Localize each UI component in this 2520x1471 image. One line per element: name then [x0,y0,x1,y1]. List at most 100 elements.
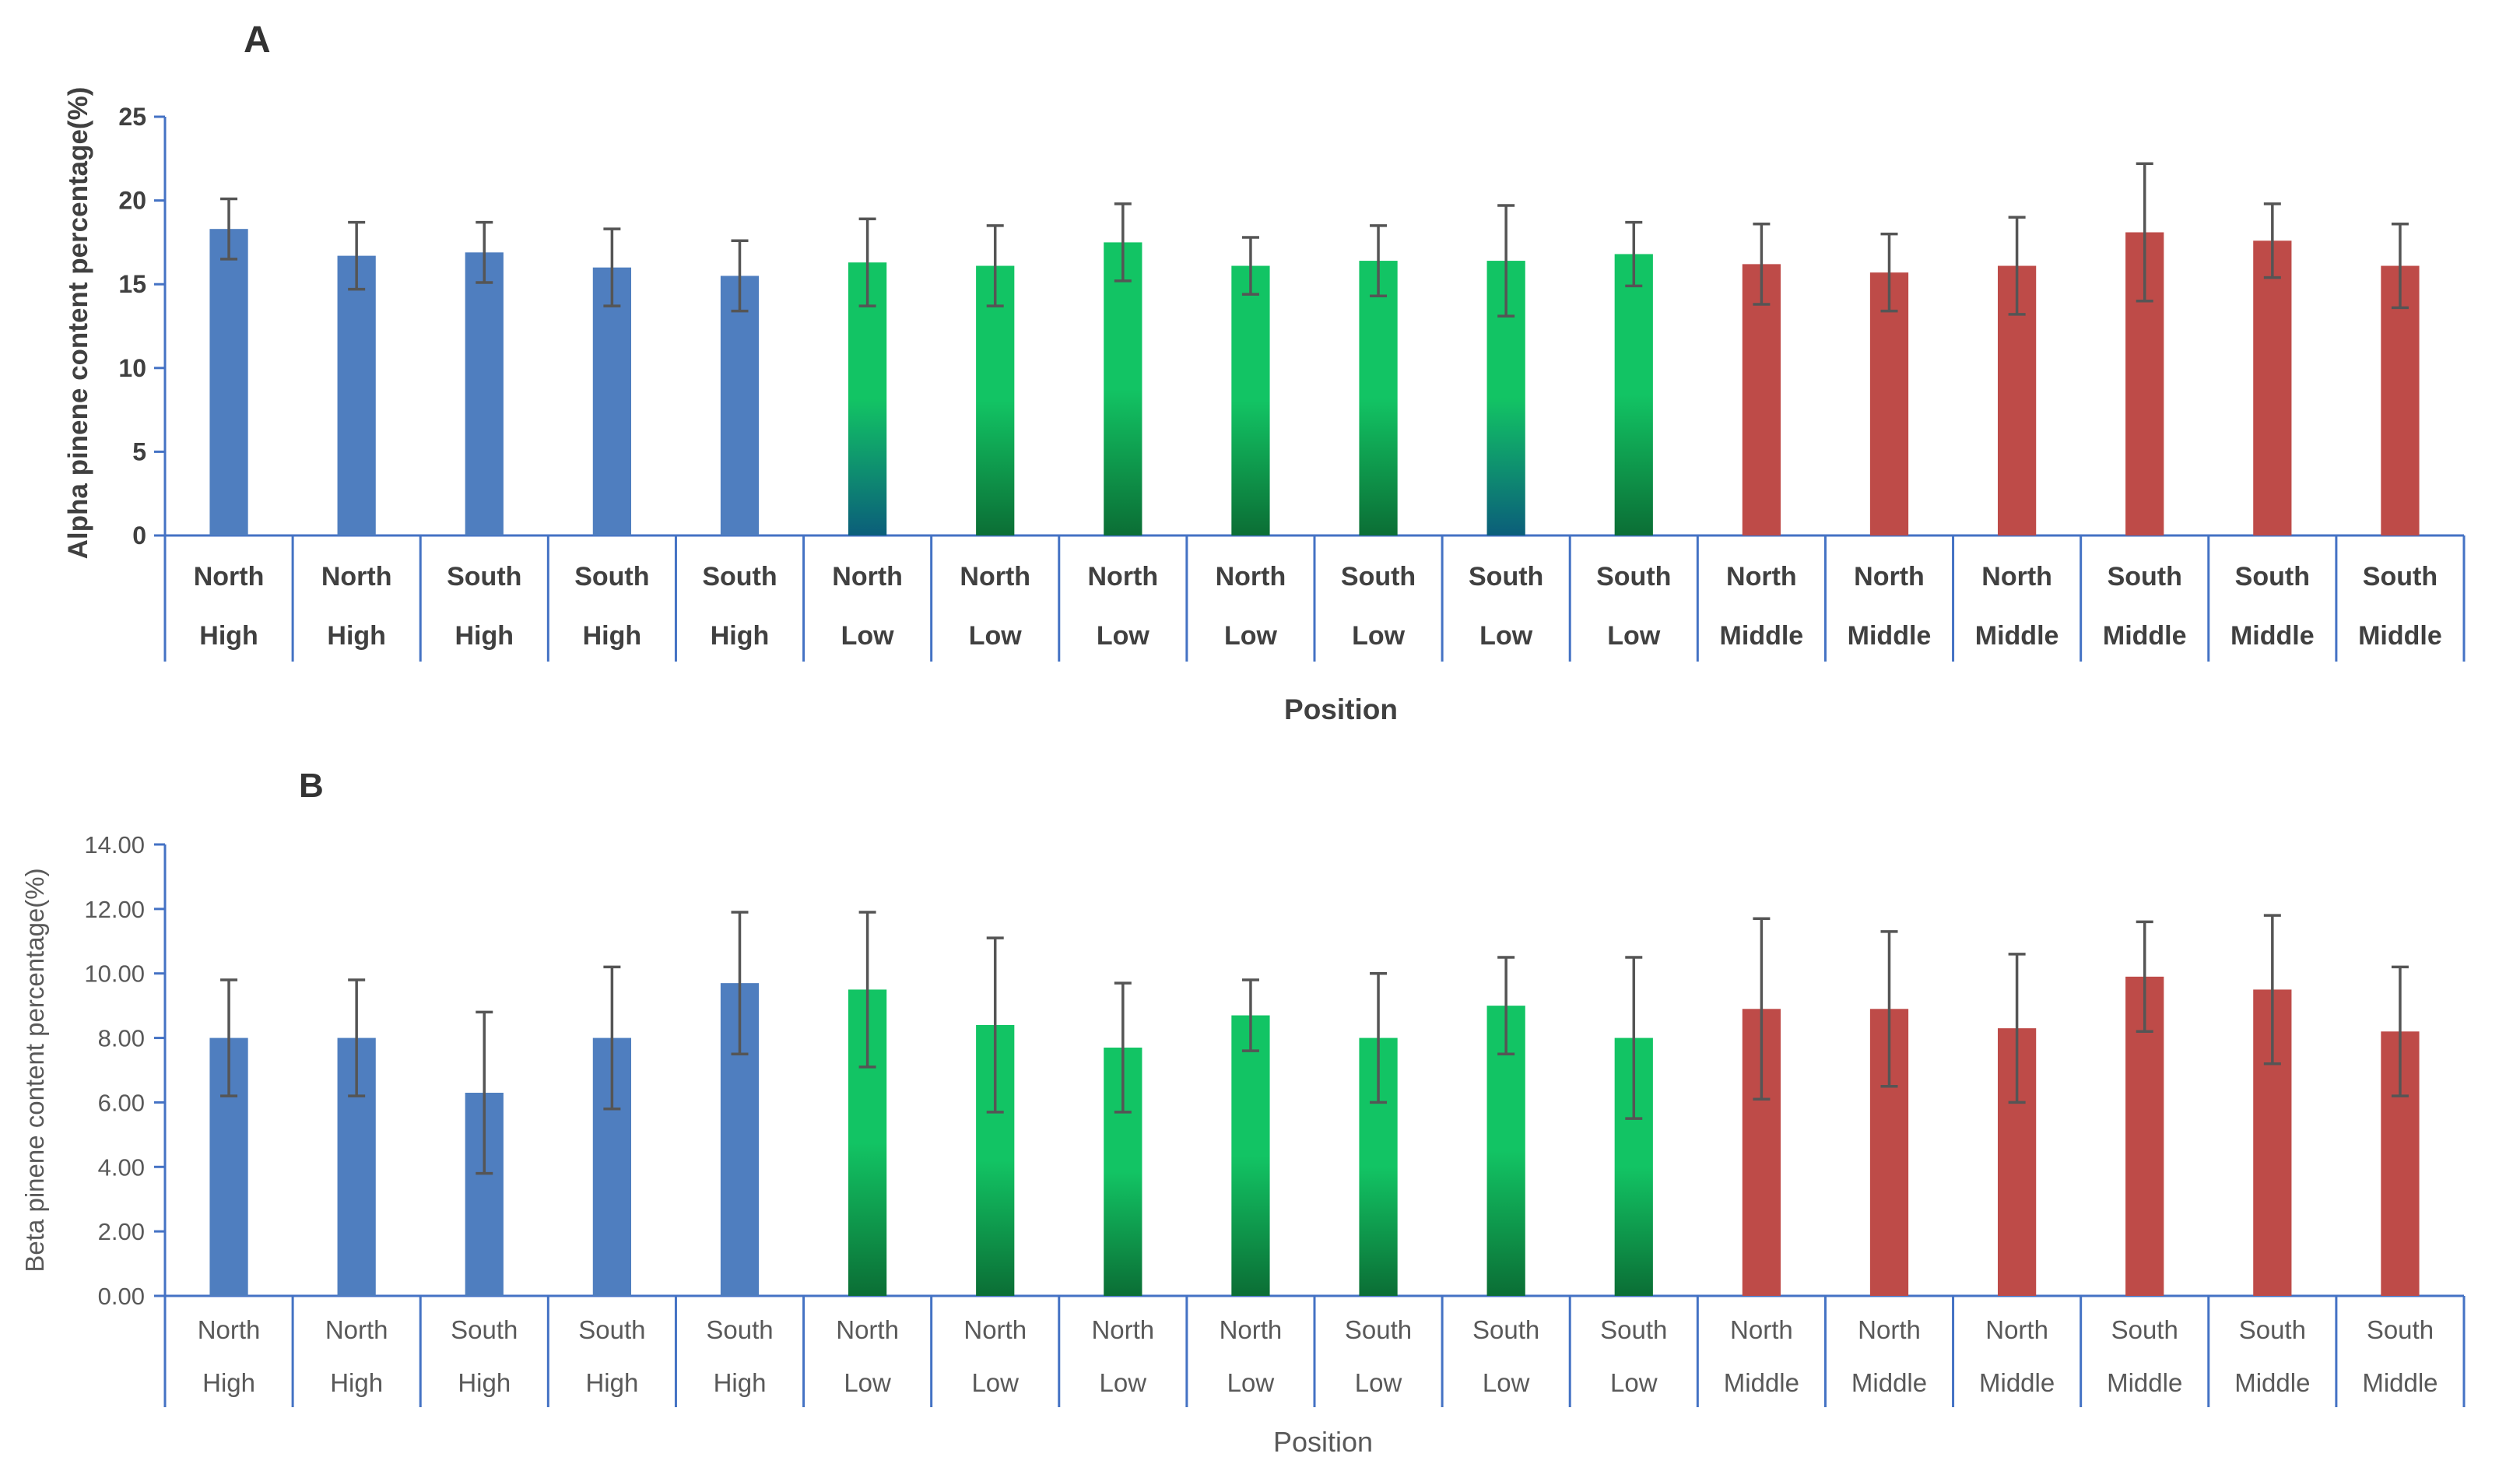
bar [2381,265,2420,535]
x-tick-label: Low [1227,1368,1275,1397]
x-tick-label: Middle [2230,621,2315,651]
x-tick-label: Low [1607,621,1661,651]
y-tick-label: 5 [132,437,146,465]
x-tick-label: High [455,621,514,651]
y-tick-label: 20 [118,187,146,215]
x-tick-label: Middle [1724,1368,1799,1397]
x-tick-label: South [1345,1315,1412,1344]
x-tick-label: South [702,562,777,592]
bar [465,252,504,535]
x-tick-label: North [832,562,903,592]
bar [1231,1015,1270,1296]
x-tick-label: North [836,1315,899,1344]
x-tick-label: Low [1352,621,1406,651]
x-tick-label: High [199,621,258,651]
x-tick-label: North [325,1315,388,1344]
panel-b-axes [154,843,2466,1407]
bar [1359,261,1398,535]
bar [1104,242,1142,535]
x-tick-label: Low [1479,621,1533,651]
y-tick-label: 12.00 [84,896,145,923]
x-tick-label: North [1216,562,1286,592]
x-tick-label: Middle [2107,1368,2182,1397]
bar [720,276,760,535]
x-tick-label: High [202,1368,255,1397]
x-tick-label: North [960,562,1030,592]
x-tick-label: North [963,1315,1027,1344]
x-tick-label: South [2367,1315,2434,1344]
x-tick-label: Low [1483,1368,1530,1397]
panel-a-y-axis-title: Alpha pinene content percentage(%) [63,87,93,560]
x-tick-label: South [2108,562,2182,592]
bar [337,255,376,535]
panel-b-error-bars [220,911,2409,1175]
x-tick-label: Low [969,621,1023,651]
x-tick-label: Low [841,621,895,651]
bar [2253,240,2292,535]
x-tick-label: North [1985,1315,2048,1344]
x-tick-label: South [1472,1315,1539,1344]
x-tick-label: Low [971,1368,1019,1397]
x-tick-label: North [1858,1315,1921,1344]
y-tick-label: 14.00 [84,831,145,858]
bar [1742,264,1781,535]
x-tick-label: Low [1097,621,1150,651]
panel-a-label: A [244,19,271,61]
y-tick-label: 0.00 [98,1283,145,1310]
x-tick-label: South [574,562,649,592]
x-tick-label: South [1596,562,1671,592]
x-tick-label: Low [844,1368,891,1397]
x-tick-label: North [1088,562,1159,592]
panel-a-y-tick-labels: 0 5 10 15 20 25 [118,103,146,549]
y-tick-label: 4.00 [98,1153,145,1181]
x-tick-label: High [583,621,642,651]
x-tick-label: South [706,1315,773,1344]
bar [1231,265,1270,535]
x-tick-label: Low [1355,1368,1402,1397]
panel-a-x-tick-labels: North High North High South High South High Sout… [194,562,2442,651]
x-tick-label: Low [1100,1368,1147,1397]
x-tick-label: High [585,1368,638,1397]
y-tick-label: 2.00 [98,1218,145,1245]
x-tick-label: South [2239,1315,2306,1344]
x-tick-label: Middle [2103,621,2187,651]
panel-b-label: B [299,767,324,805]
panel-b-x-tick-labels: North High North High South High South High Sout… [198,1315,2438,1397]
x-tick-label: Middle [1720,621,1804,651]
x-tick-label: South [2363,562,2438,592]
x-tick-label: South [1341,562,1416,592]
x-tick-label: North [1726,562,1797,592]
y-tick-label: 25 [118,103,146,131]
x-tick-label: Middle [2234,1368,2310,1397]
x-tick-label: South [578,1315,645,1344]
x-tick-label: North [198,1315,261,1344]
panel-b-x-axis-title: Position [1273,1426,1373,1458]
x-tick-label: North [1091,1315,1154,1344]
x-tick-label: North [1854,562,1925,592]
panel-a: A Alpha pinene content percentage(%) Pos… [63,19,2466,725]
y-tick-label: 0 [132,521,146,549]
x-tick-label: High [458,1368,511,1397]
bar [1869,272,1909,535]
x-tick-label: High [711,621,770,651]
x-tick-label: North [1730,1315,1793,1344]
x-tick-label: South [1600,1315,1667,1344]
bar [592,267,632,535]
bar [209,229,248,535]
x-tick-label: North [1220,1315,1283,1344]
x-tick-label: South [447,562,521,592]
panel-b-bars [209,976,2420,1296]
x-tick-label: South [1469,562,1543,592]
x-tick-label: Middle [1848,621,1932,651]
x-tick-label: Low [1224,621,1278,651]
y-tick-label: 10.00 [84,960,145,988]
panel-b-y-tick-labels: 0.00 2.00 4.00 6.00 8.00 10.00 12.00 14.00 [84,831,145,1310]
panel-b-y-axis-title: Beta pinene content percentage(%) [20,868,49,1272]
y-tick-label: 15 [118,270,146,298]
y-tick-label: 10 [118,354,146,382]
panel-a-axes [154,115,2466,662]
panel-b: B Beta pinene content percentage(%) Posi… [20,767,2466,1458]
x-tick-label: Middle [2362,1368,2438,1397]
x-tick-label: Middle [1975,621,2059,651]
